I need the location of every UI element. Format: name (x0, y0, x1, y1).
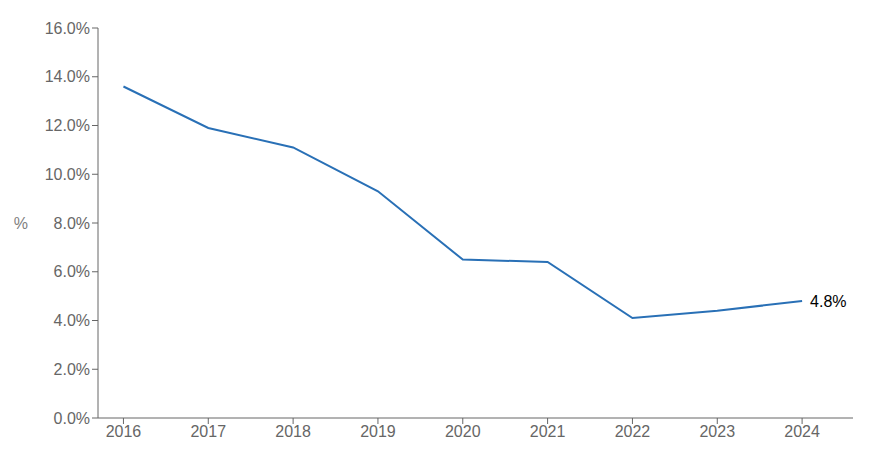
svg-text:2022: 2022 (615, 423, 651, 440)
svg-text:2024: 2024 (784, 423, 820, 440)
svg-text:4.0%: 4.0% (54, 312, 90, 329)
svg-text:%: % (14, 215, 28, 232)
svg-text:2.0%: 2.0% (54, 361, 90, 378)
svg-text:2017: 2017 (190, 423, 226, 440)
svg-text:2020: 2020 (445, 423, 481, 440)
svg-text:0.0%: 0.0% (54, 410, 90, 427)
svg-text:2018: 2018 (275, 423, 311, 440)
svg-text:8.0%: 8.0% (54, 215, 90, 232)
svg-text:10.0%: 10.0% (45, 166, 90, 183)
svg-text:2023: 2023 (699, 423, 735, 440)
svg-text:2016: 2016 (106, 423, 142, 440)
svg-text:14.0%: 14.0% (45, 68, 90, 85)
svg-text:2019: 2019 (360, 423, 396, 440)
svg-text:12.0%: 12.0% (45, 117, 90, 134)
svg-text:16.0%: 16.0% (45, 20, 90, 37)
svg-text:2021: 2021 (530, 423, 566, 440)
svg-text:6.0%: 6.0% (54, 263, 90, 280)
svg-text:4.8%: 4.8% (810, 293, 846, 310)
